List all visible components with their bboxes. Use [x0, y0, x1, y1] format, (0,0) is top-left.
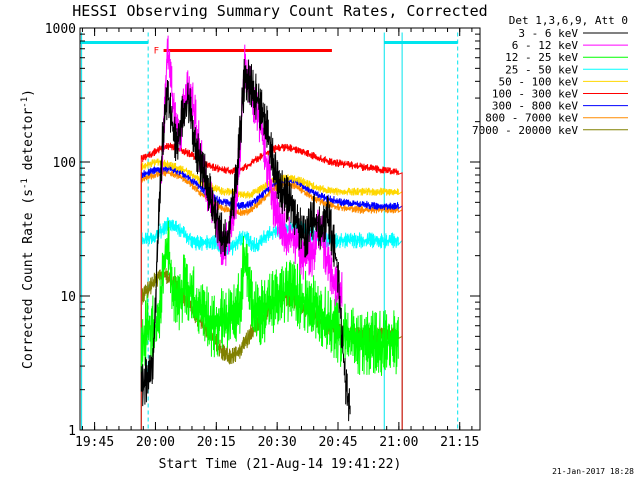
series-line-7: [140, 169, 403, 430]
y-tick-label: 1000: [45, 22, 76, 37]
x-tick-label: 21:00: [379, 435, 418, 450]
chart-title: HESSI Observing Summary Count Rates, Cor…: [72, 2, 487, 20]
flare-marker-label: F: [154, 46, 159, 56]
series-line-0: [140, 58, 351, 422]
legend-label: 6 - 12 keV: [512, 39, 579, 52]
legend-label: 25 - 50 keV: [505, 63, 578, 76]
legend-label: 100 - 300 keV: [492, 88, 578, 101]
legend-label: 3 - 6 keV: [518, 27, 578, 40]
x-tick-label: 20:45: [318, 435, 357, 450]
legend-label: 300 - 800 keV: [492, 100, 578, 113]
series-line-3: [140, 217, 403, 430]
y-tick-label: 1: [68, 424, 76, 439]
x-tick-label: 21:15: [440, 435, 479, 450]
legend-label: 12 - 25 keV: [505, 51, 578, 64]
x-tick-label: 20:00: [136, 435, 175, 450]
legend-label: 50 - 100 keV: [499, 75, 579, 88]
footer-date: 21-Jan-2017 18:28: [552, 467, 634, 476]
y-tick-label: 100: [53, 156, 76, 171]
legend-label: 7000 - 20000 keV: [472, 124, 578, 137]
plot-frame: [79, 27, 481, 431]
y-tick-label: 10: [60, 290, 76, 305]
legend-label: 800 - 7000 keV: [485, 112, 578, 125]
x-axis-label: Start Time (21-Aug-14 19:41:22): [159, 457, 402, 472]
x-tick-label: 20:30: [258, 435, 297, 450]
x-tick-label: 20:15: [197, 435, 236, 450]
x-tick-label: 19:45: [75, 435, 114, 450]
legend-title: Det 1,3,6,9, Att 0: [509, 14, 628, 27]
y-axis-label: Corrected Count Rate (s-1 detector-1): [20, 89, 36, 369]
series-line-2: [140, 220, 399, 380]
